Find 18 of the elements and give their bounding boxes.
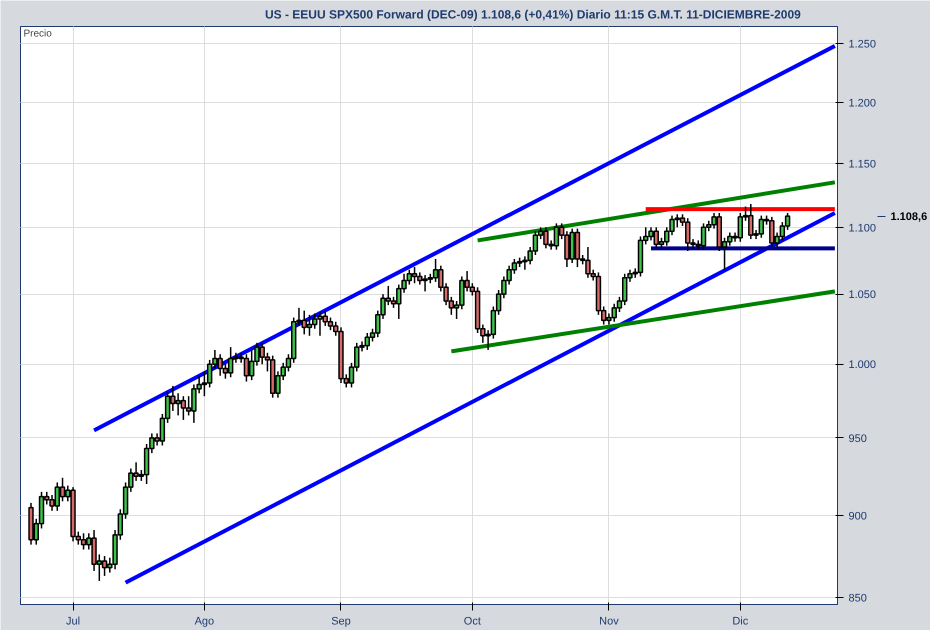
text: 1.108,6 [890,211,928,224]
y-tick-label: 950 [848,432,867,445]
x-tick-label: Sep [331,616,351,628]
y-tick-label: 1.150 [848,158,876,170]
x-tick-label: Dic [732,616,749,628]
y-tick-label: 900 [848,510,867,523]
y-tick-label: 1.000 [848,359,876,372]
chart-title: US - EEUU SPX500 Forward (DEC-09) 1.108,6 (+0,41%) Diario 11:15 G.M.T. 11-DICIEMBRE-2009 [264,8,802,22]
x-tick-label: Nov [599,616,620,628]
y-axis-title: Precio [24,28,52,40]
y-tick-label: 850 [848,592,867,605]
y-tick-label: 1.250 [848,38,876,51]
y-tick-label: 1.050 [848,289,876,302]
y-tick-label: 1.100 [848,222,876,234]
x-tick-label: Oct [464,616,481,628]
y-tick-label: 1.200 [848,97,876,110]
x-tick-label: Jul [66,616,80,628]
x-tick-label: Ago [194,616,214,628]
